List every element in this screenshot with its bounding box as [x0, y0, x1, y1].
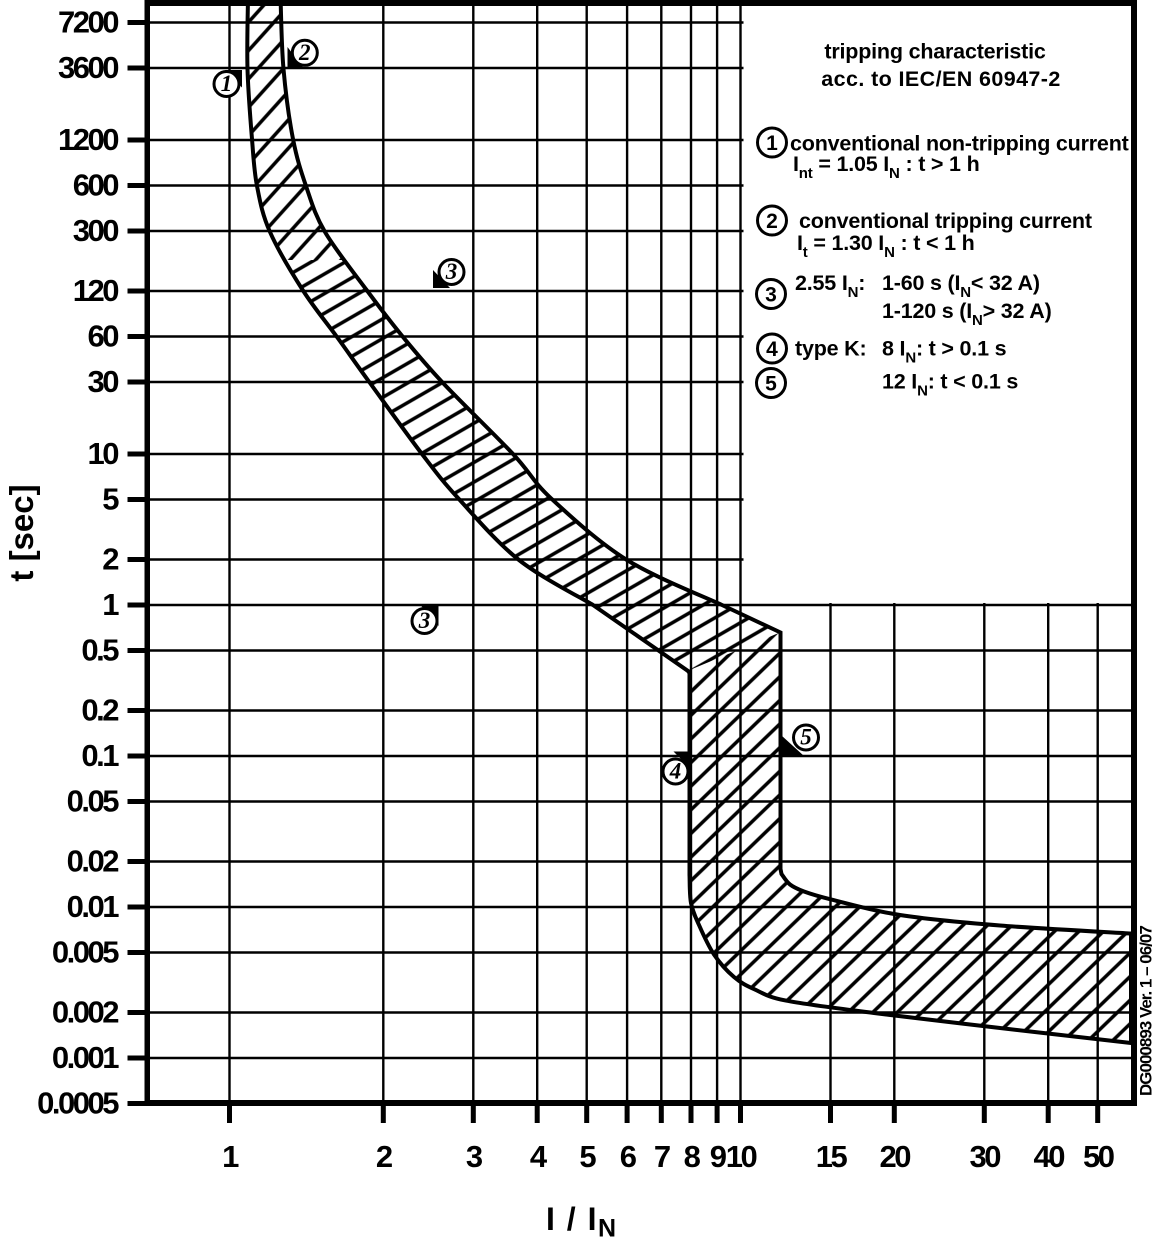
svg-text:600: 600 [73, 168, 118, 203]
svg-text:type K:: type K: [795, 337, 866, 361]
svg-text:0.05: 0.05 [67, 784, 120, 819]
svg-text:300: 300 [73, 213, 118, 248]
svg-text:2: 2 [376, 1139, 392, 1174]
svg-text:1: 1 [222, 1139, 239, 1174]
svg-text:conventional non-tripping curr: conventional non-tripping current [790, 132, 1129, 156]
svg-text:30: 30 [88, 364, 119, 399]
svg-text:tripping characteristic: tripping characteristic [824, 40, 1045, 64]
svg-text:0.002: 0.002 [52, 995, 118, 1030]
svg-text:5: 5 [102, 482, 119, 517]
svg-text:60: 60 [88, 319, 119, 354]
svg-text:4: 4 [669, 759, 682, 784]
svg-text:3: 3 [418, 608, 431, 633]
svg-text:2: 2 [102, 542, 118, 577]
svg-text:5: 5 [765, 373, 777, 396]
svg-text:9: 9 [710, 1139, 727, 1174]
svg-text:7: 7 [654, 1139, 670, 1174]
svg-text:5: 5 [800, 725, 812, 750]
svg-text:2: 2 [766, 210, 778, 233]
svg-text:6: 6 [620, 1139, 637, 1174]
svg-text:0.001: 0.001 [52, 1040, 119, 1075]
svg-text:0.5: 0.5 [81, 633, 119, 668]
svg-text:t [sec]: t [sec] [3, 484, 40, 581]
svg-text:3: 3 [445, 259, 458, 284]
svg-text:3: 3 [466, 1139, 483, 1174]
svg-text:DG000893 Ver. 1 – 06/07: DG000893 Ver. 1 – 06/07 [1137, 926, 1156, 1096]
svg-text:10: 10 [726, 1139, 757, 1174]
svg-text:3: 3 [765, 284, 777, 307]
svg-text:0.1: 0.1 [81, 738, 119, 773]
svg-text:0.0005: 0.0005 [37, 1086, 119, 1121]
svg-text:50: 50 [1083, 1139, 1114, 1174]
svg-text:40: 40 [1033, 1139, 1064, 1174]
svg-text:30: 30 [970, 1139, 1001, 1174]
svg-text:0.01: 0.01 [67, 889, 120, 924]
svg-text:acc. to IEC/EN 60947-2: acc. to IEC/EN 60947-2 [821, 67, 1060, 91]
svg-text:1200: 1200 [58, 122, 118, 157]
svg-text:10: 10 [88, 436, 119, 471]
svg-text:120: 120 [73, 273, 118, 308]
svg-text:15: 15 [816, 1139, 848, 1174]
svg-text:1: 1 [766, 132, 778, 155]
svg-text:1: 1 [221, 71, 233, 96]
svg-text:5: 5 [579, 1139, 596, 1174]
svg-text:0.005: 0.005 [52, 935, 119, 970]
svg-text:1: 1 [102, 587, 119, 622]
svg-text:0.02: 0.02 [67, 844, 119, 879]
svg-text:conventional tripping current: conventional tripping current [799, 209, 1092, 233]
svg-text:2: 2 [298, 40, 311, 65]
svg-text:20: 20 [880, 1139, 911, 1174]
svg-text:0.2: 0.2 [81, 693, 118, 728]
svg-text:7200: 7200 [58, 5, 118, 40]
svg-text:4: 4 [766, 338, 778, 361]
svg-text:3600: 3600 [58, 50, 118, 85]
svg-text:8: 8 [684, 1139, 701, 1174]
